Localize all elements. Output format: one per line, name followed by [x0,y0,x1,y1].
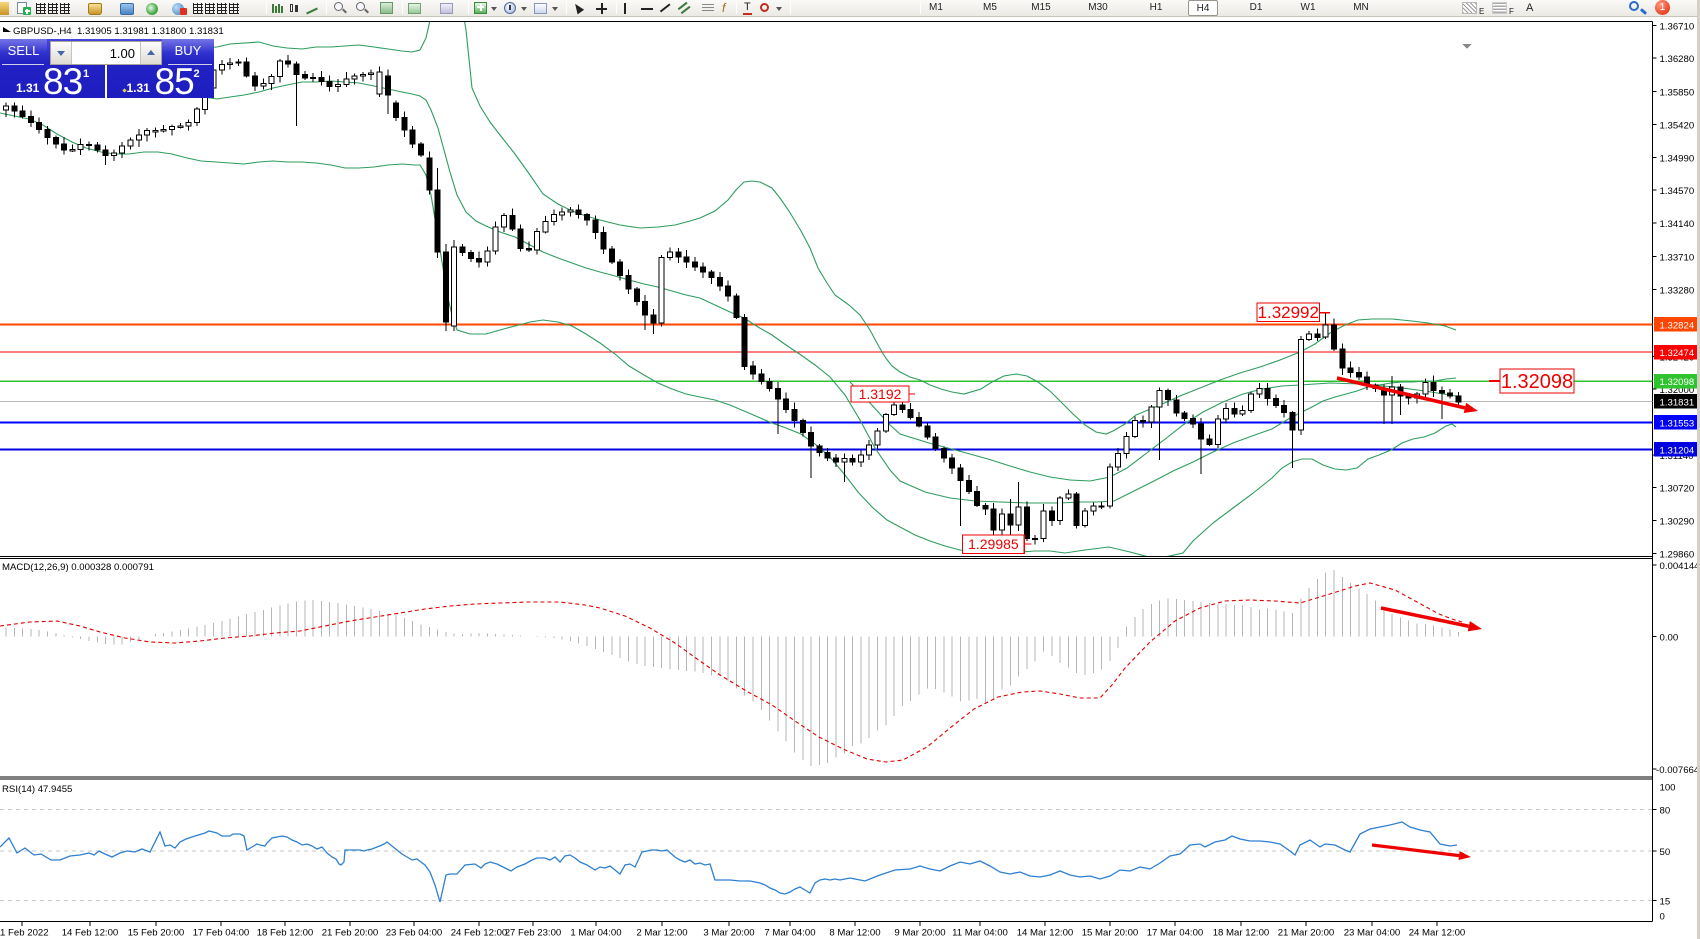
svg-text:1.35850: 1.35850 [1660,87,1695,98]
svg-text:1.31204: 1.31204 [1660,446,1695,457]
svg-text:1.30290: 1.30290 [1660,517,1695,528]
svg-text:15: 15 [1660,897,1671,908]
svg-text:1 Mar 04:00: 1 Mar 04:00 [570,928,621,939]
svg-text:1.33710: 1.33710 [1660,252,1695,263]
svg-text:9 Mar 20:00: 9 Mar 20:00 [894,928,945,939]
svg-text:21 Mar 20:00: 21 Mar 20:00 [1278,928,1335,939]
svg-text:1.3192: 1.3192 [859,386,902,402]
svg-text:11 Feb 2022: 11 Feb 2022 [0,928,49,939]
svg-text:3 Mar 20:00: 3 Mar 20:00 [703,928,754,939]
svg-text:2 Mar 12:00: 2 Mar 12:00 [636,928,687,939]
svg-text:1.32098: 1.32098 [1501,371,1573,393]
svg-text:1.36710: 1.36710 [1660,22,1695,33]
svg-text:15 Mar 20:00: 15 Mar 20:00 [1082,928,1139,939]
svg-text:1.34990: 1.34990 [1660,154,1695,165]
svg-text:1.36280: 1.36280 [1660,54,1695,65]
svg-text:27 Feb 23:00: 27 Feb 23:00 [505,928,562,939]
svg-text:1.32992: 1.32992 [1258,303,1319,322]
svg-text:1.33280: 1.33280 [1660,285,1695,296]
svg-text:1.30720: 1.30720 [1660,483,1695,494]
svg-text:8 Mar 12:00: 8 Mar 12:00 [829,928,880,939]
svg-text:1.34570: 1.34570 [1660,186,1695,197]
svg-text:15 Feb 20:00: 15 Feb 20:00 [128,928,185,939]
svg-text:7 Mar 04:00: 7 Mar 04:00 [764,928,815,939]
svg-text:23 Mar 04:00: 23 Mar 04:00 [1344,928,1401,939]
svg-text:18 Mar 12:00: 18 Mar 12:00 [1213,928,1270,939]
svg-text:1.29860: 1.29860 [1660,550,1695,561]
svg-text:50: 50 [1660,847,1671,858]
svg-text:1.34140: 1.34140 [1660,219,1695,230]
svg-text:0: 0 [1660,912,1665,923]
svg-text:17 Feb 04:00: 17 Feb 04:00 [193,928,250,939]
svg-text:1.29985: 1.29985 [968,536,1019,552]
svg-text:0.00: 0.00 [1660,633,1679,644]
svg-text:24 Feb 12:00: 24 Feb 12:00 [451,928,508,939]
svg-text:0.004144: 0.004144 [1660,561,1700,572]
svg-text:1.32000: 1.32000 [1660,385,1695,396]
svg-text:1.31553: 1.31553 [1660,419,1695,430]
svg-text:80: 80 [1660,806,1671,817]
svg-text:1.32474: 1.32474 [1660,348,1695,359]
svg-text:100: 100 [1660,783,1676,794]
svg-text:-0.007664: -0.007664 [1656,765,1700,776]
svg-text:1.35420: 1.35420 [1660,120,1695,131]
svg-text:21 Feb 20:00: 21 Feb 20:00 [322,928,379,939]
svg-text:23 Feb 04:00: 23 Feb 04:00 [386,928,443,939]
svg-text:1.31831: 1.31831 [1660,397,1695,408]
svg-text:11 Mar 04:00: 11 Mar 04:00 [952,928,1008,939]
svg-text:18 Feb 12:00: 18 Feb 12:00 [257,928,314,939]
svg-text:17 Mar 04:00: 17 Mar 04:00 [1147,928,1204,939]
svg-text:1.32824: 1.32824 [1660,321,1695,332]
svg-text:14 Mar 12:00: 14 Mar 12:00 [1017,928,1074,939]
svg-text:24 Mar 12:00: 24 Mar 12:00 [1409,928,1466,939]
svg-text:1.32098: 1.32098 [1660,377,1695,388]
svg-text:14 Feb 12:00: 14 Feb 12:00 [62,928,119,939]
